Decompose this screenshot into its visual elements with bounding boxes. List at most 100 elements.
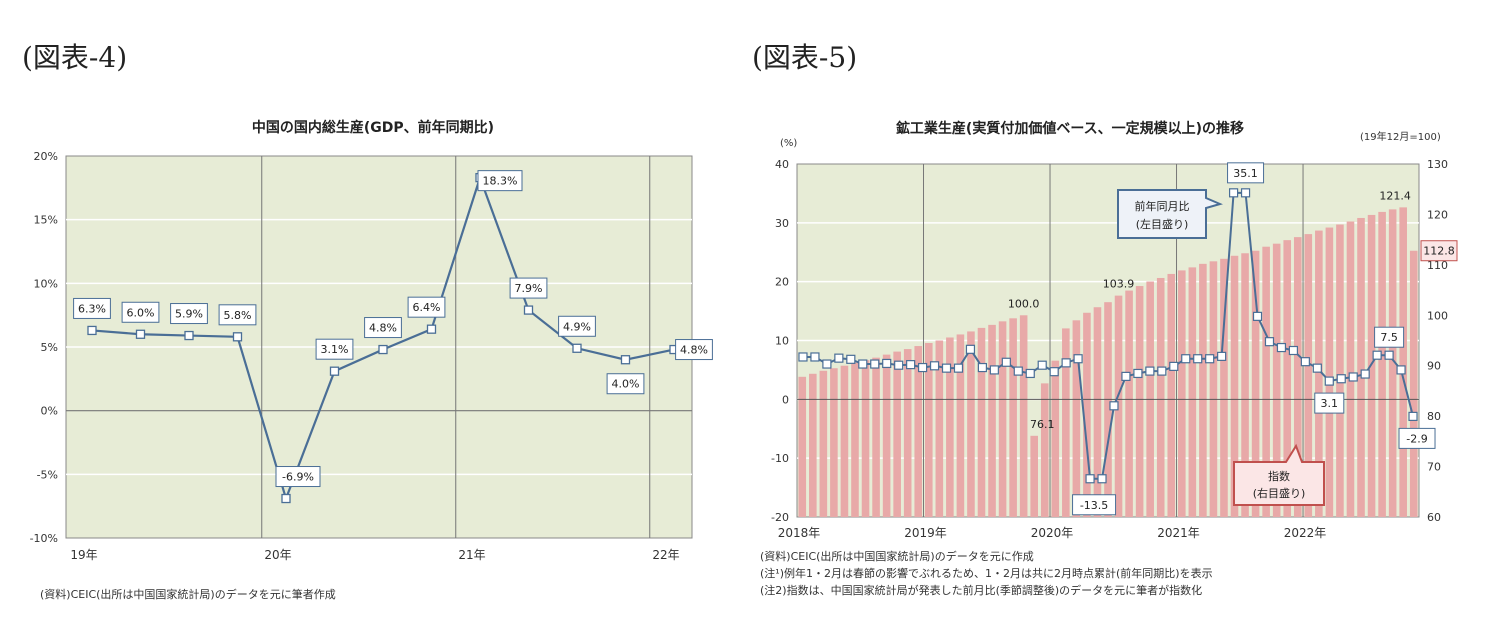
iip-yoy-data-label: 3.1 (1321, 397, 1339, 410)
gdp-data-label: 6.4% (413, 301, 441, 314)
iip-index-bar (1220, 258, 1228, 517)
iip-chart-title: 鉱工業生産(実質付加価値ベース、一定規模以上)の推移 (896, 120, 1244, 137)
iip-yoy-callout-axis: (左目盛り) (1136, 217, 1189, 231)
iip-right-tick-label: 90 (1427, 360, 1441, 373)
iip-yoy-point (1133, 368, 1143, 379)
iip-yoy-point (1157, 366, 1167, 376)
iip-yoy-point (1169, 361, 1179, 371)
iip-index-bar (1188, 267, 1197, 517)
gdp-data-label-box (121, 301, 160, 323)
gdp-data-point (87, 325, 97, 336)
iip-yoy-point (1240, 188, 1251, 198)
gdp-data-point (135, 329, 146, 339)
iip-index-bar (1125, 290, 1133, 517)
iip-right-tick-label: 130 (1427, 158, 1448, 171)
iip-yoy-point (1276, 342, 1287, 353)
iip-index-bar (1093, 307, 1102, 517)
iip-index-bar (1083, 312, 1091, 517)
iip-yoy-point (1396, 365, 1406, 375)
gdp-data-label: 4.9% (563, 320, 591, 333)
iip-yoy-point (941, 363, 952, 373)
gdp-data-label-box (675, 339, 713, 361)
iip-index-data-label: 103.9 (1103, 278, 1135, 291)
iip-yoy-point (1121, 371, 1131, 381)
gdp-y-tick-label: -10% (30, 532, 58, 545)
gdp-data-label: 4.0% (612, 378, 640, 391)
gdp-data-label-box (73, 297, 111, 319)
iip-yoy-point (894, 360, 904, 370)
iip-left-tick-label: 40 (775, 158, 789, 171)
iip-yoy-point (1217, 351, 1227, 361)
iip-right-tick-label: 110 (1427, 259, 1448, 272)
gdp-data-label-box (606, 373, 645, 395)
figure-label-right: (図表-5) (752, 41, 858, 74)
iip-yoy-point (1252, 311, 1263, 321)
iip-right-tick-label: 70 (1427, 461, 1441, 474)
gdp-data-label-box (509, 277, 548, 299)
gdp-data-label: -6.9% (282, 471, 314, 484)
iip-yoy-point (1013, 366, 1023, 376)
iip-yoy-data-label-box (1072, 494, 1117, 516)
iip-note-2: (注¹)例年1・2月は春節の影響でぶれるため、1・2月は共に2月時点累計(前年同… (760, 567, 1213, 580)
iip-yoy-point (1073, 354, 1083, 364)
iip-index-bar (1293, 237, 1302, 517)
iip-yoy-point (1312, 363, 1322, 373)
iip-x-label: 2018年 (778, 526, 821, 540)
gdp-data-label-box (275, 466, 321, 488)
iip-index-bar (819, 370, 828, 517)
gdp-y-tick-label: 20% (34, 150, 58, 163)
iip-yoy-point (1181, 354, 1191, 364)
iip-index-bar (882, 354, 891, 517)
iip-yoy-point (1061, 358, 1071, 368)
iip-yoy-point (989, 365, 999, 375)
iip-index-bar (924, 343, 933, 517)
iip-index-bar (1030, 435, 1038, 517)
iip-yoy-point (953, 363, 964, 373)
iip-yoy-point (858, 359, 868, 369)
iip-yoy-data-label-box (1227, 162, 1265, 184)
gdp-data-point (523, 305, 534, 315)
iip-index-bar (1251, 250, 1260, 518)
gdp-data-label: 7.9% (515, 282, 543, 295)
iip-index-bar (977, 327, 986, 517)
iip-yoy-point (1288, 345, 1299, 356)
iip-x-label: 2020年 (1031, 526, 1074, 540)
gdp-data-point (329, 366, 340, 376)
iip-index-bar (1367, 214, 1376, 517)
iip-index-bar (1262, 246, 1270, 517)
iip-index-bar (1388, 209, 1397, 517)
iip-index-bar (893, 351, 901, 517)
iip-yoy-line (802, 191, 1414, 480)
iip-index-bar (1072, 320, 1081, 517)
iip-index-bar (1209, 261, 1218, 517)
iip-index-bar (998, 321, 1007, 517)
gdp-y-tick-label: 15% (34, 214, 58, 227)
iip-yoy-point (846, 354, 856, 364)
iip-yoy-data-label-box (1314, 392, 1345, 414)
iip-yoy-data-label: -13.5 (1080, 499, 1108, 512)
iip-index-callout-title: 指数 (1268, 469, 1290, 483)
iip-index-data-label: 112.8 (1423, 245, 1455, 258)
figure-label-left: (図表-4) (22, 41, 128, 74)
iip-yoy-data-label: 7.5 (1380, 331, 1398, 344)
iip-index-bar (861, 360, 870, 517)
iip-note-1: (資料)CEIC(出所は中国国家統計局)のデータを元に作成 (760, 550, 1034, 563)
iip-yoy-point (929, 361, 940, 371)
iip-yoy-point (1193, 354, 1203, 364)
iip-chart: 鉱工業生産(実質付加価値ベース、一定規模以上)の推移 (%) (19年12月=1… (771, 120, 1458, 540)
iip-index-bar (1104, 302, 1112, 517)
gdp-data-label-box (364, 317, 402, 339)
iip-index-bar (1357, 217, 1365, 518)
gdp-chart-title: 中国の国内総生産(GDP、前年同期比) (252, 119, 494, 136)
iip-index-bar (1178, 270, 1186, 517)
iip-index-callout-axis: (右目盛り) (1253, 486, 1306, 500)
iip-yoy-point (1324, 376, 1334, 386)
iip-yoy-point (810, 352, 820, 362)
gdp-data-point (620, 355, 631, 365)
iip-x-label: 2019年 (904, 526, 947, 540)
iip-note-3: (注2)指数は、中国国家統計局が発表した前月比(季節調整後)のデータを元に筆者が… (760, 584, 1203, 597)
iip-index-bar (1241, 253, 1249, 517)
iip-left-tick-label: -20 (771, 511, 789, 524)
iip-left-tick-label: 10 (775, 335, 789, 348)
iip-index-data-label: 100.0 (1008, 297, 1040, 310)
